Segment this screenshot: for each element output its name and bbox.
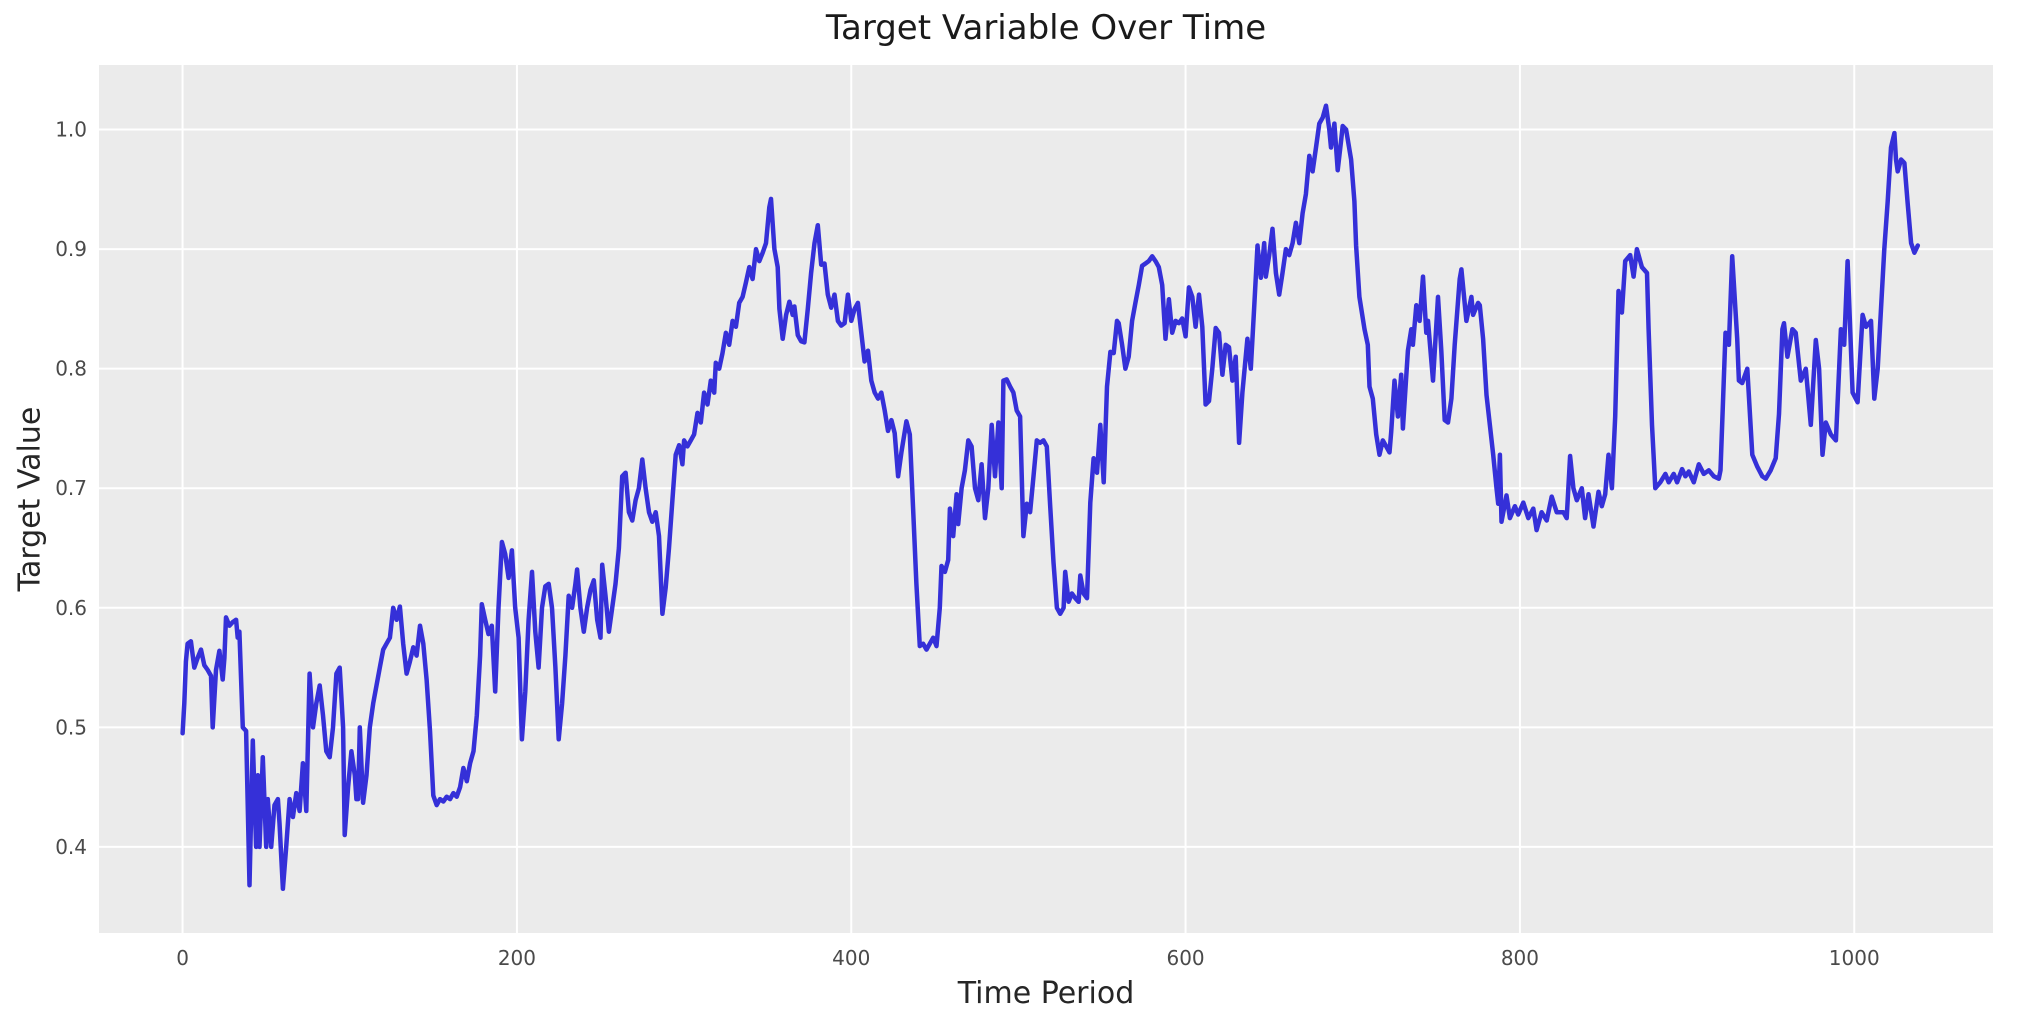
- y-tick-label: 0.7: [55, 476, 87, 500]
- plot-area: [99, 65, 1993, 933]
- y-axis-label: Target Value: [12, 406, 48, 592]
- x-tick-label: 600: [1166, 946, 1204, 970]
- series-line: [180, 103, 1921, 892]
- y-tick-label: 1.0: [55, 118, 87, 142]
- y-tick-label: 0.6: [55, 596, 87, 620]
- x-tick-label: 1000: [1829, 946, 1880, 970]
- y-tick-label: 0.8: [55, 357, 87, 381]
- x-tick-label: 200: [498, 946, 536, 970]
- y-tick-label: 0.9: [55, 237, 87, 261]
- y-tick-label: 0.5: [55, 715, 87, 739]
- x-tick-label: 400: [832, 946, 870, 970]
- x-tick-label: 800: [1501, 946, 1539, 970]
- x-axis-label: Time Period: [957, 976, 1135, 1011]
- x-tick-label: 0: [176, 946, 189, 970]
- y-tick-label: 0.4: [55, 835, 87, 859]
- chart-title: Target Variable Over Time: [825, 8, 1267, 48]
